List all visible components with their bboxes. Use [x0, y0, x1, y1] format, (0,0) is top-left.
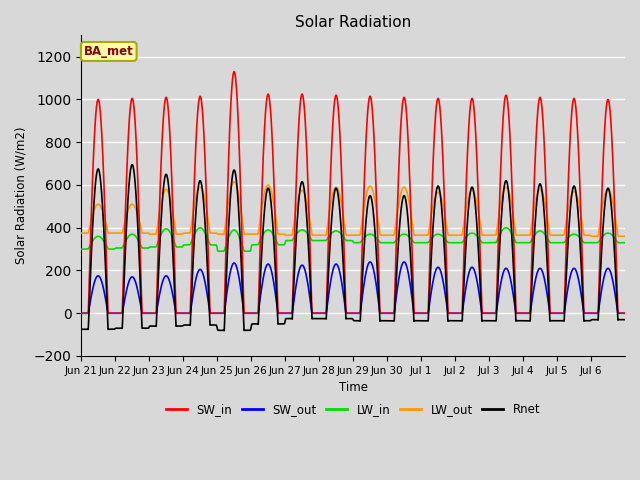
Text: BA_met: BA_met [84, 45, 134, 58]
Legend: SW_in, SW_out, LW_in, LW_out, Rnet: SW_in, SW_out, LW_in, LW_out, Rnet [161, 398, 545, 420]
Y-axis label: Solar Radiation (W/m2): Solar Radiation (W/m2) [15, 127, 28, 264]
X-axis label: Time: Time [339, 381, 367, 394]
Title: Solar Radiation: Solar Radiation [295, 15, 412, 30]
